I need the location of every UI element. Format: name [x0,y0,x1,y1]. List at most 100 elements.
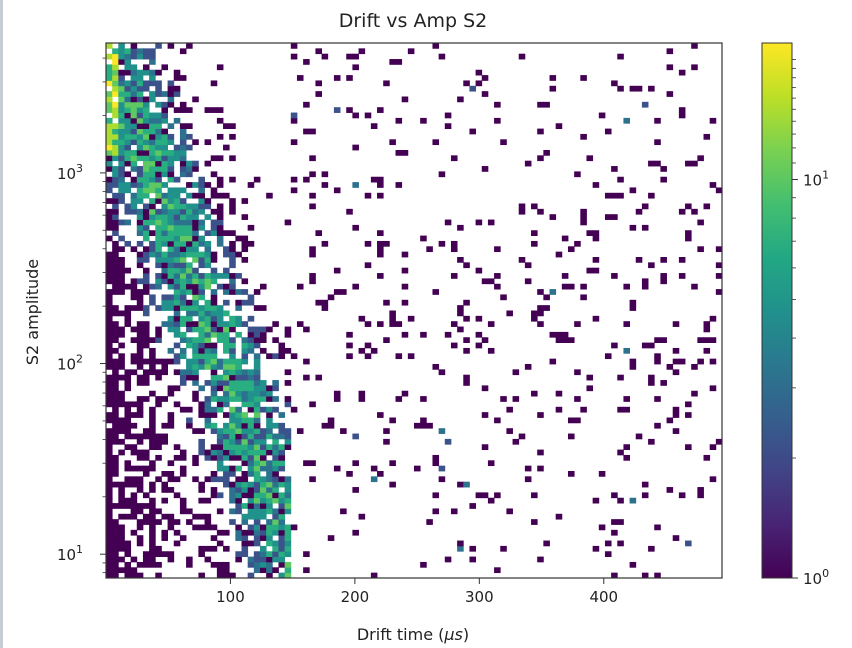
heatmap-cell [161,471,168,477]
heatmap-cell [142,219,150,226]
heatmap-cell [142,374,150,381]
heatmap-cell [106,214,113,220]
heatmap-cell [106,374,113,381]
heatmap-cell [333,289,341,295]
heatmap-cell [142,144,150,151]
heatmap-cell [136,155,144,162]
heatmap-cell [229,123,236,129]
heatmap-cell [130,53,138,60]
heatmap-cell [247,342,255,349]
heatmap-cell [358,315,366,322]
heatmap-cell [136,85,144,92]
heatmap-cell [124,160,132,167]
heatmap-cell [173,401,181,408]
heatmap-cell [167,422,175,429]
heatmap-cell [130,198,138,204]
heatmap-cell [450,273,458,279]
heatmap-cell [346,353,353,360]
heatmap-cell [106,465,113,472]
heatmap-cell [142,428,150,434]
heatmap-cell [106,358,113,365]
heatmap-cell [247,422,255,429]
heatmap-cell [136,358,144,365]
heatmap-cell [155,374,162,381]
heatmap-cell [136,53,144,60]
heatmap-cell [315,48,322,55]
heatmap-cell [136,454,144,461]
heatmap-cell [179,374,187,381]
heatmap-cell [235,444,242,450]
heatmap-cell [223,374,230,381]
heatmap-cell [223,401,230,408]
heatmap-cell [278,342,286,349]
heatmap-cell [173,369,181,376]
heatmap-cell [167,417,175,424]
heatmap-cell [241,289,249,295]
heatmap-cell [161,369,168,376]
heatmap-cell [494,283,501,290]
heatmap-cell [457,305,464,311]
heatmap-cell [118,567,125,574]
heatmap-cell [192,273,199,279]
heatmap-cell [142,96,150,103]
heatmap-cell [235,428,242,434]
heatmap-cell [260,331,267,338]
heatmap-cell [389,460,396,467]
heatmap-cell [278,561,286,568]
heatmap-cell [124,380,132,386]
heatmap-cell [179,155,187,162]
heatmap-cell [216,321,224,327]
heatmap-cell [118,283,125,290]
heatmap-cell [124,428,132,434]
heatmap-cell [149,524,156,531]
heatmap-cell [438,53,446,60]
heatmap-cell [204,283,212,290]
heatmap-cell [395,321,403,327]
heatmap-cell [179,471,187,477]
heatmap-cell [155,337,162,343]
heatmap-cell [611,519,618,525]
heatmap-cell [155,150,162,156]
heatmap-cell [414,465,421,472]
heatmap-cell [229,422,236,429]
heatmap-cell [179,101,187,108]
heatmap-cell [173,192,181,199]
heatmap-cell [186,310,193,317]
heatmap-cell [592,235,600,242]
heatmap-cell [167,150,175,156]
heatmap-cell [284,347,292,354]
heatmap-cell [112,203,119,210]
heatmap-cell [173,240,181,247]
heatmap-cell [112,48,119,55]
heatmap-cell [266,567,273,574]
heatmap-cell [136,337,144,343]
heatmap-cell [198,358,205,365]
heatmap-cell [118,123,125,129]
heatmap-cell [106,337,113,343]
heatmap-cell [118,43,125,49]
heatmap-cell [124,283,132,290]
heatmap-cell [617,449,624,456]
heatmap-cell [494,117,501,124]
heatmap-cell [266,417,273,424]
heatmap-cell [617,519,624,525]
heatmap-cell [253,460,261,467]
heatmap-cell [142,369,150,376]
heatmap-cell [192,283,199,290]
heatmap-cell [303,358,310,365]
heatmap-cell [450,508,458,515]
heatmap-cell [142,139,150,146]
heatmap-cell [198,310,205,317]
heatmap-cell [216,380,224,386]
heatmap-cell [186,262,193,269]
heatmap-cell [568,283,575,290]
heatmap-cell [487,219,495,226]
chart-title: Drift vs Amp S2 [339,10,488,32]
heatmap-cell [149,69,156,76]
heatmap-cell [253,331,261,338]
heatmap-cell [709,182,717,188]
heatmap-cell [703,347,711,354]
heatmap-cell [247,401,255,408]
heatmap-cell [266,519,273,525]
heatmap-cell [555,390,563,397]
